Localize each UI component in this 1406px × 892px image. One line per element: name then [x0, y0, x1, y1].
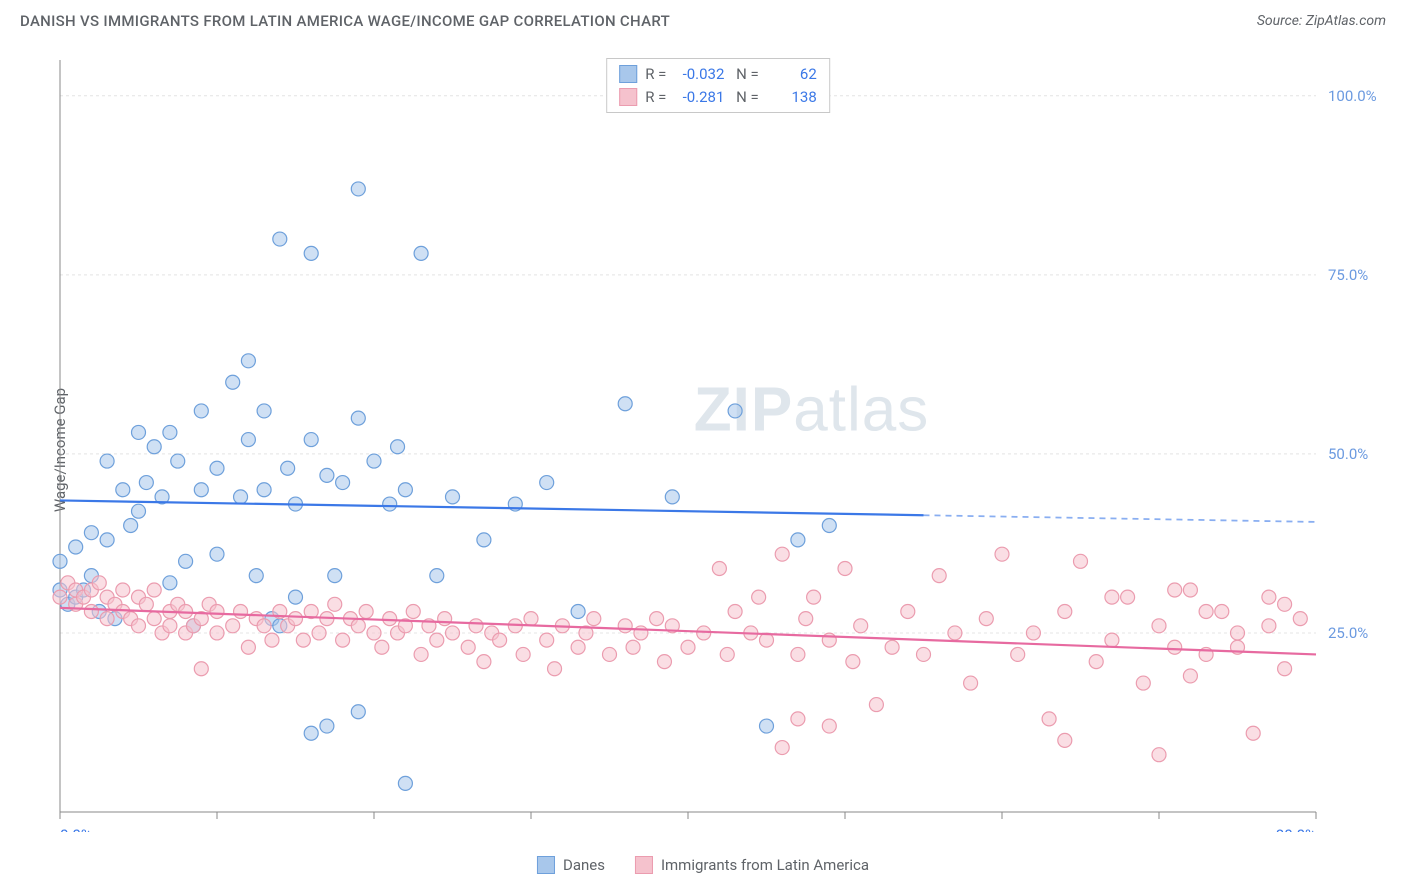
- legend-item-immigrants: Immigrants from Latin America: [635, 856, 869, 874]
- swatch-immigrants: [619, 88, 637, 106]
- n-label: N =: [732, 86, 758, 109]
- legend-label-immigrants: Immigrants from Latin America: [661, 856, 869, 874]
- svg-text:25.0%: 25.0%: [1328, 624, 1368, 642]
- series-legend: Danes Immigrants from Latin America: [537, 856, 869, 874]
- chart-title: DANISH VS IMMIGRANTS FROM LATIN AMERICA …: [20, 12, 670, 30]
- chart-header: DANISH VS IMMIGRANTS FROM LATIN AMERICA …: [0, 0, 1406, 38]
- correlation-stats-box: R = -0.032 N = 62 R = -0.281 N = 138: [606, 58, 830, 113]
- svg-text:0.0%: 0.0%: [60, 826, 92, 832]
- svg-text:80.0%: 80.0%: [1276, 826, 1316, 832]
- svg-text:100.0%: 100.0%: [1328, 87, 1377, 105]
- svg-text:75.0%: 75.0%: [1328, 266, 1368, 284]
- source-name: ZipAtlas.com: [1306, 13, 1386, 29]
- n-value-danes: 62: [767, 63, 817, 86]
- legend-label-danes: Danes: [563, 856, 605, 874]
- source-prefix: Source:: [1257, 13, 1306, 29]
- swatch-immigrants: [635, 856, 653, 874]
- source-attribution: Source: ZipAtlas.com: [1257, 13, 1386, 29]
- swatch-danes: [619, 65, 637, 83]
- r-value-danes: -0.032: [674, 63, 724, 86]
- legend-item-danes: Danes: [537, 856, 605, 874]
- r-label: R =: [645, 63, 666, 86]
- r-label: R =: [645, 86, 666, 109]
- stats-row-immigrants: R = -0.281 N = 138: [619, 86, 817, 109]
- swatch-danes: [537, 856, 555, 874]
- svg-text:50.0%: 50.0%: [1328, 445, 1368, 463]
- chart-area: Wage/Income Gap R = -0.032 N = 62 R = -0…: [50, 50, 1386, 832]
- scatter-plot-svg: 25.0% 50.0% 75.0% 100.0% 0.0% 80.0%: [50, 50, 1386, 832]
- n-value-immigrants: 138: [767, 86, 817, 109]
- stats-row-danes: R = -0.032 N = 62: [619, 63, 817, 86]
- n-label: N =: [732, 63, 758, 86]
- r-value-immigrants: -0.281: [674, 86, 724, 109]
